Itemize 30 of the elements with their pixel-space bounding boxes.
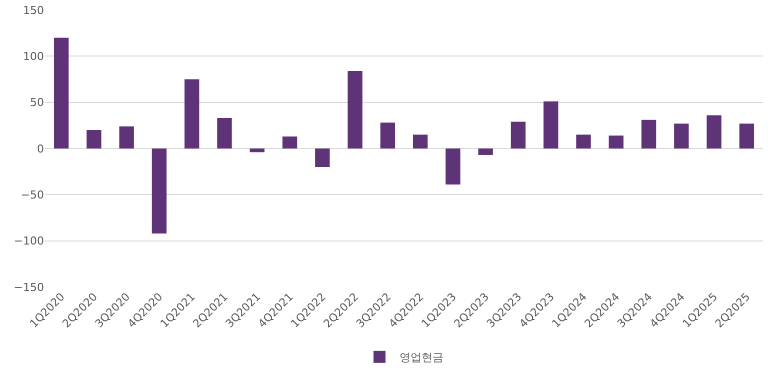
bar (348, 70, 362, 148)
bar (250, 148, 264, 152)
y-tick-label: −100 (14, 234, 44, 248)
bar (674, 124, 689, 148)
y-tick-label: −50 (20, 188, 44, 202)
bar (54, 38, 69, 148)
bar (510, 122, 526, 148)
bar (641, 120, 656, 148)
bar (217, 118, 232, 148)
bar (446, 148, 460, 185)
bar (282, 136, 298, 148)
y-tick-label: 150 (23, 4, 44, 17)
bar (412, 134, 428, 148)
bar (576, 134, 591, 148)
y-tick-label: −150 (14, 280, 44, 294)
bar (184, 79, 200, 148)
bar (86, 130, 102, 148)
bar (706, 115, 722, 148)
y-tick-label: 100 (23, 50, 44, 64)
y-tick-label: 0 (37, 142, 44, 156)
legend-label: 영업현금 (400, 351, 444, 364)
y-tick-label: 50 (30, 96, 44, 110)
bar (380, 122, 396, 148)
bar (608, 136, 624, 148)
bar (544, 101, 558, 148)
bar (478, 148, 493, 155)
bar (119, 126, 134, 148)
bar (315, 148, 330, 167)
bar (152, 148, 167, 234)
bar (739, 124, 754, 148)
